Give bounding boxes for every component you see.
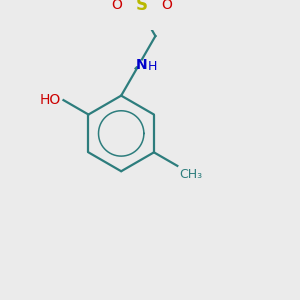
Text: HO: HO: [40, 93, 61, 107]
Text: O: O: [111, 0, 122, 12]
Text: H: H: [148, 60, 158, 73]
Text: O: O: [162, 0, 172, 12]
Text: S: S: [136, 0, 148, 14]
Text: N: N: [136, 58, 148, 72]
Text: CH₃: CH₃: [179, 168, 202, 181]
